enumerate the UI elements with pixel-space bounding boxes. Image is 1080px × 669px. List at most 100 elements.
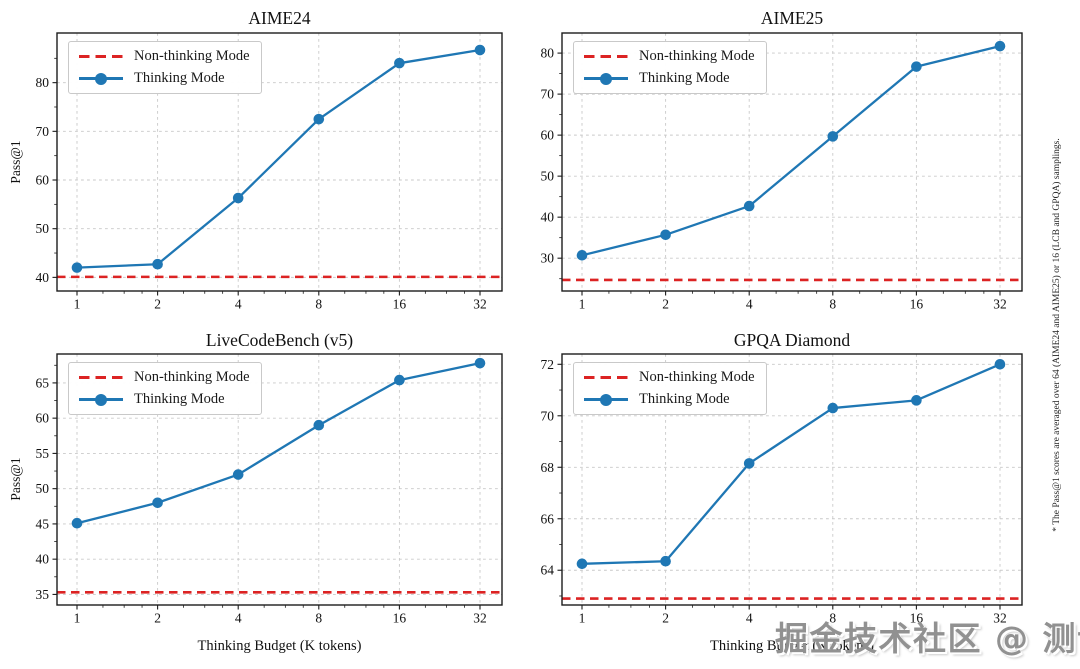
- legend-label-thinking: Thinking Mode: [134, 391, 225, 407]
- thinking-line: [581, 45, 1001, 257]
- y-tick-label: 35: [36, 587, 50, 602]
- non-thinking-dash-swatch: [79, 55, 123, 58]
- y-tick-label: 50: [36, 481, 50, 496]
- thinking-line-swatch: [79, 393, 123, 406]
- x-tick-label: 32: [993, 297, 1007, 312]
- data-point: [313, 419, 325, 431]
- legend-aime25: Non-thinking Mode Thinking Mode: [573, 41, 767, 94]
- non-thinking-dash-swatch: [584, 55, 628, 58]
- y-tick-label: 40: [36, 552, 50, 567]
- chart-title-livecodebench: LiveCodeBench (v5): [205, 330, 354, 350]
- y-tick-label: 70: [541, 408, 555, 423]
- data-point: [660, 555, 671, 567]
- legend-label-non-thinking: Non-thinking Mode: [134, 369, 250, 385]
- x-tick-label: 8: [315, 611, 322, 626]
- y-tick-label: 65: [36, 375, 50, 390]
- thinking-line: [76, 362, 481, 525]
- data-point: [474, 357, 486, 369]
- legend-label-thinking: Thinking Mode: [639, 70, 730, 86]
- x-tick-label: 2: [154, 297, 161, 312]
- data-point: [827, 402, 839, 414]
- data-point: [152, 497, 163, 509]
- data-point: [71, 262, 83, 273]
- thinking-line-swatch: [584, 72, 628, 85]
- y-tick-label: 70: [541, 87, 555, 102]
- legend-label-non-thinking: Non-thinking Mode: [639, 48, 755, 64]
- data-point: [994, 40, 1006, 52]
- legend-label-non-thinking: Non-thinking Mode: [639, 369, 755, 385]
- y-tick-label: 60: [36, 411, 50, 426]
- x-axis-label-left: Thinking Budget (K tokens): [197, 638, 362, 654]
- data-point: [660, 229, 671, 241]
- y-axis-label-top: Pass@1: [8, 140, 23, 184]
- x-tick-label: 16: [910, 611, 924, 626]
- data-point: [71, 517, 83, 529]
- y-tick-label: 70: [36, 124, 50, 139]
- data-point: [827, 131, 839, 142]
- chart-title-gpqa: GPQA Diamond: [733, 330, 851, 350]
- y-axis-label-bottom: Pass@1: [8, 457, 23, 501]
- legend-item-non-thinking: Non-thinking Mode: [79, 46, 250, 67]
- x-tick-label: 1: [579, 611, 586, 626]
- plot-aime24: 40 50 60 70 80 1 2 4 8 16 32: [36, 32, 503, 312]
- x-tick-label: 4: [235, 297, 242, 312]
- legend-item-non-thinking: Non-thinking Mode: [584, 367, 755, 388]
- data-point: [474, 44, 486, 56]
- y-tick-label: 66: [541, 511, 555, 526]
- x-tick-label: 4: [746, 611, 753, 626]
- legend-aime24: Non-thinking Mode Thinking Mode: [68, 41, 262, 94]
- y-tick-label: 64: [541, 563, 555, 578]
- plot-border: [56, 32, 503, 292]
- y-tick-label: 40: [36, 270, 50, 285]
- data-point: [911, 61, 922, 72]
- y-tick-label: 80: [541, 46, 555, 61]
- x-tick-label: 16: [393, 611, 407, 626]
- x-tick-label: 16: [910, 297, 924, 312]
- grid-layer: [562, 354, 1022, 605]
- y-tick-label: 30: [541, 251, 555, 266]
- legend-item-thinking: Thinking Mode: [584, 68, 755, 89]
- legend-label-thinking: Thinking Mode: [134, 70, 225, 86]
- non-thinking-dash-swatch: [79, 376, 123, 379]
- legend-label-thinking: Thinking Mode: [639, 391, 730, 407]
- data-point: [994, 358, 1006, 370]
- thinking-line-swatch: [79, 72, 123, 85]
- legend-livecodebench: Non-thinking Mode Thinking Mode: [68, 362, 262, 415]
- legend-gpqa: Non-thinking Mode Thinking Mode: [573, 362, 767, 415]
- data-point: [911, 395, 922, 406]
- x-tick-label: 32: [993, 611, 1007, 626]
- plot-gpqa-diamond: 64 66 68 70 72 1 2 4 8 16 32: [541, 353, 1023, 626]
- y-tick-label: 72: [541, 357, 555, 372]
- legend-item-non-thinking: Non-thinking Mode: [79, 367, 250, 388]
- x-tick-label: 4: [746, 297, 753, 312]
- chart-title-aime25: AIME25: [760, 8, 824, 28]
- data-point: [152, 258, 163, 270]
- chart-title-aime24: AIME24: [248, 8, 311, 28]
- x-tick-label: 8: [829, 297, 836, 312]
- x-tick-label: 8: [829, 611, 836, 626]
- x-tick-label: 32: [473, 297, 487, 312]
- legend-item-thinking: Thinking Mode: [79, 389, 250, 410]
- data-point: [394, 374, 405, 386]
- x-tick-label: 2: [662, 611, 669, 626]
- y-tick-label: 80: [36, 75, 50, 90]
- legend-item-non-thinking: Non-thinking Mode: [584, 46, 755, 67]
- y-tick-label: 60: [541, 128, 555, 143]
- x-tick-label: 4: [235, 611, 242, 626]
- sampling-footnote: * The Pass@1 scores are averaged over 64…: [1052, 138, 1062, 532]
- y-tick-label: 45: [36, 516, 50, 531]
- data-point: [394, 57, 405, 69]
- y-tick-label: 50: [541, 169, 555, 184]
- data-point: [576, 250, 588, 261]
- legend-item-thinking: Thinking Mode: [79, 68, 250, 89]
- thinking-line: [76, 48, 481, 269]
- data-point: [743, 200, 755, 212]
- x-tick-label: 2: [154, 611, 161, 626]
- x-tick-label: 8: [315, 297, 322, 312]
- data-point: [743, 458, 755, 469]
- plot-border: [561, 32, 1023, 292]
- y-tick-label: 60: [36, 173, 50, 188]
- data-point: [232, 192, 244, 204]
- y-tick-label: 50: [36, 221, 50, 236]
